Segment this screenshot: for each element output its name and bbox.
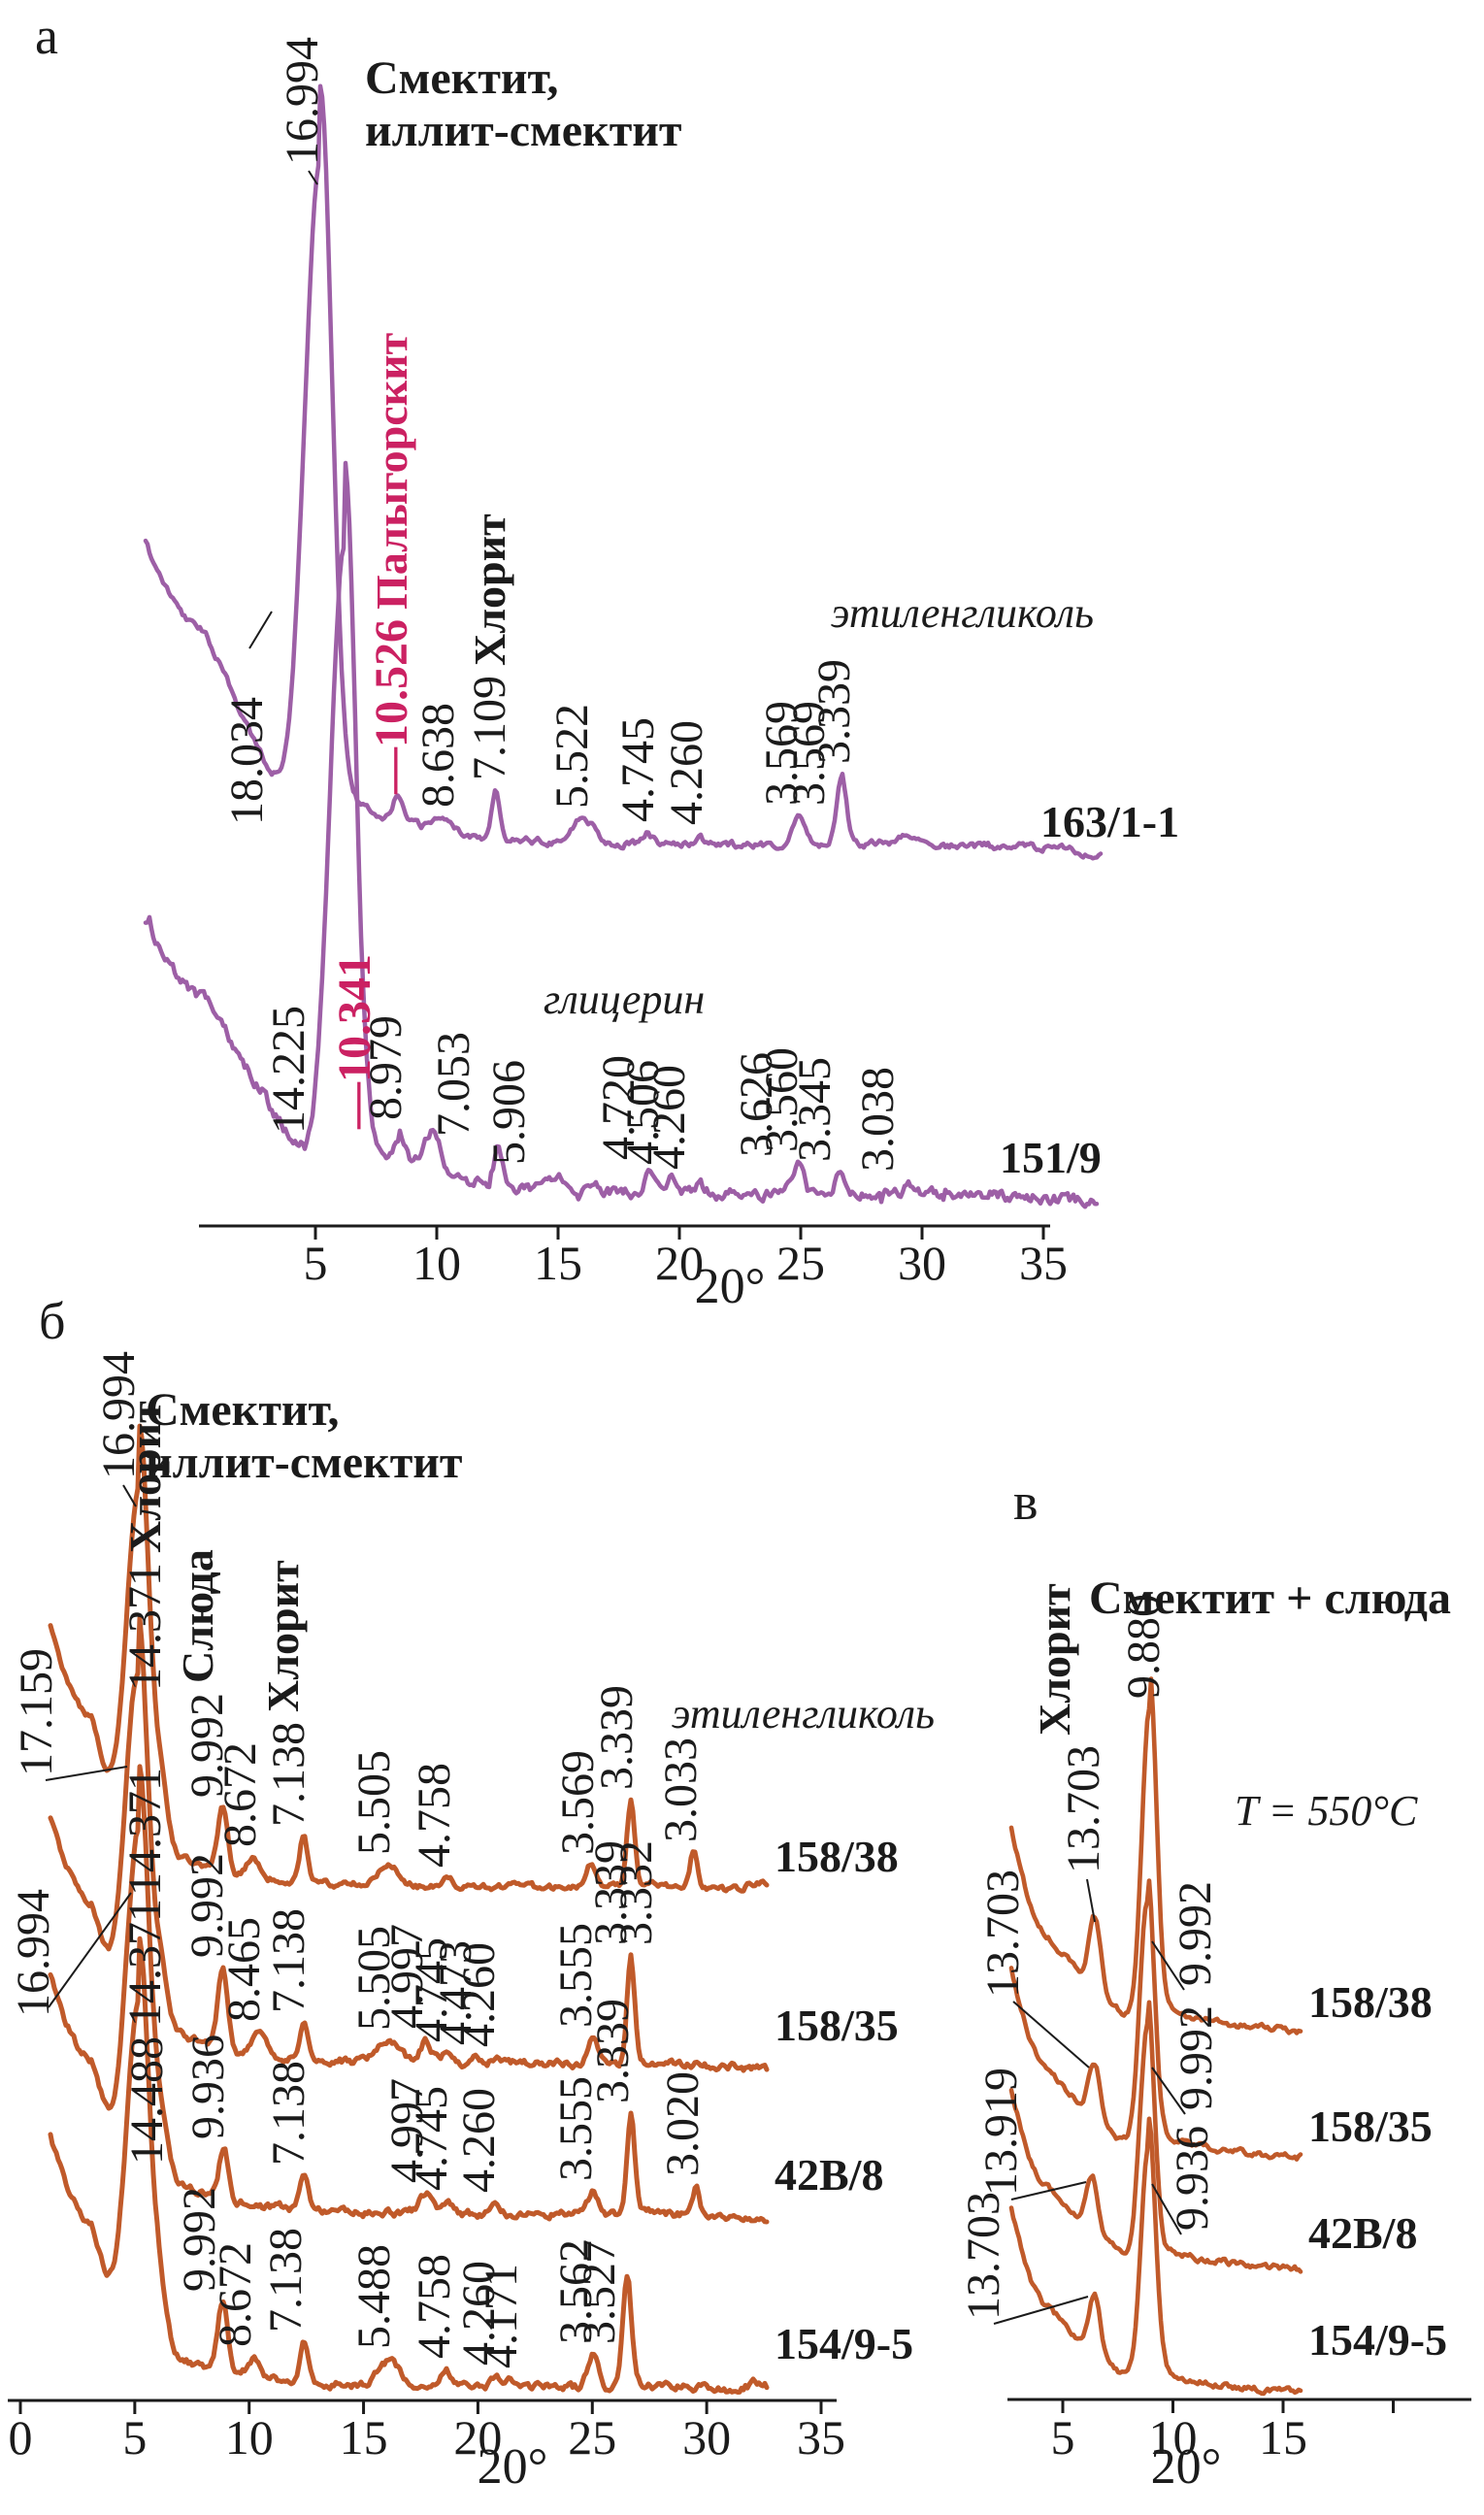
- xrd-curve-163-1-1: [143, 83, 1104, 861]
- connector-line: [1086, 1878, 1096, 1923]
- connector-line: [1012, 2001, 1090, 2068]
- xrd-curve-158-35: [48, 1615, 770, 2073]
- connector-line: [308, 170, 318, 185]
- connector-line: [248, 611, 273, 649]
- connector-line: [1151, 1940, 1185, 1991]
- connector-line: [1151, 2183, 1182, 2235]
- connector-line: [993, 2296, 1089, 2325]
- connector-line: [122, 1484, 137, 1507]
- connector-line: [1010, 2181, 1087, 2201]
- connector-line: [45, 1766, 128, 1781]
- xrd-curve-158-38: [1008, 1676, 1303, 2035]
- xrd-curve-42В-8: [1008, 2000, 1303, 2274]
- xrd-curve-154-9-5: [48, 1936, 770, 2395]
- connector-line: [48, 1892, 132, 2008]
- xrd-curve-154-9-5: [1008, 2116, 1303, 2397]
- connector-line: [1151, 2067, 1186, 2115]
- xrd-curve-151-9: [143, 460, 1100, 1209]
- xrd-curve-42В-8: [48, 1764, 770, 2225]
- xrd-curve-158-38: [48, 1423, 770, 1894]
- xrd-curve-158-35: [1008, 1878, 1303, 2162]
